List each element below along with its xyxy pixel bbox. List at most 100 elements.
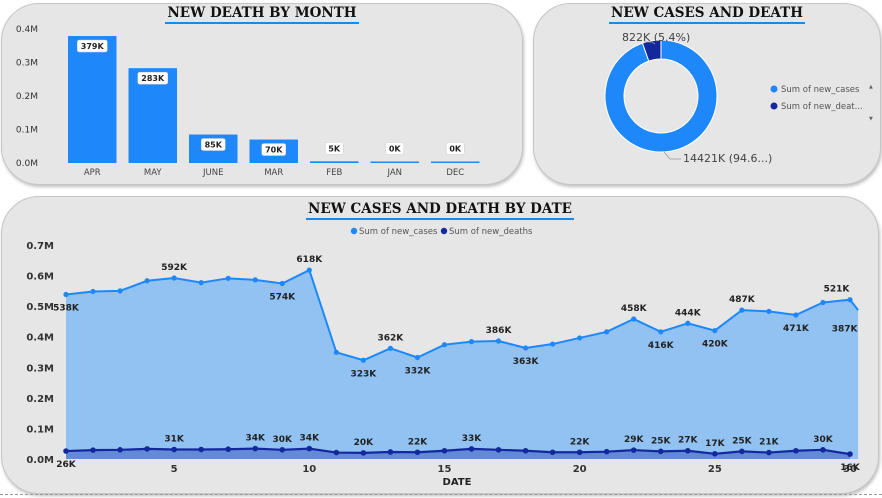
- point-new-cases[interactable]: [90, 288, 96, 295]
- point-new-deaths[interactable]: [387, 449, 394, 455]
- data-label: 379K: [81, 42, 105, 51]
- point-new-cases[interactable]: [117, 288, 123, 294]
- point-new-cases[interactable]: [712, 328, 718, 334]
- point-new-cases[interactable]: [63, 291, 69, 298]
- point-new-cases[interactable]: [685, 320, 691, 326]
- data-label-new-cases: 444K: [675, 308, 702, 318]
- point-new-deaths[interactable]: [603, 448, 610, 455]
- point-new-cases[interactable]: [793, 312, 799, 318]
- y-tick-label: 0.3M: [26, 363, 54, 374]
- point-new-deaths[interactable]: [360, 450, 367, 456]
- bar-dec[interactable]: [431, 161, 480, 164]
- point-new-deaths[interactable]: [468, 446, 475, 452]
- line-new-deaths: [65, 447, 851, 456]
- y-tick-label: 0.7M: [26, 241, 54, 252]
- point-new-cases[interactable]: [306, 267, 312, 273]
- area-chart[interactable]: Sum of new_cases Sum of new_deaths 0.0M 0.1…: [2, 197, 878, 493]
- point-new-deaths[interactable]: [657, 448, 664, 455]
- point-new-deaths[interactable]: [820, 447, 826, 453]
- data-label-box: [385, 142, 404, 155]
- data-label-new-deaths: 25K: [732, 436, 753, 446]
- donut-chart[interactable]: 822K (5.4%) 14421K (94.6...) Sum of new_ca…: [534, 4, 880, 184]
- point-new-deaths[interactable]: [63, 448, 69, 454]
- bar-jan[interactable]: [370, 161, 420, 164]
- data-label-new-deaths: 17K: [705, 439, 726, 449]
- point-new-cases[interactable]: [360, 357, 366, 363]
- bar-chart[interactable]: 0.0M 0.1M 0.2M 0.3M 0.4M 379K APR 283K MAY 85K JUN…: [2, 4, 522, 184]
- point-new-deaths[interactable]: [495, 447, 502, 453]
- data-label-new-cases: 362K: [378, 333, 405, 343]
- point-new-deaths[interactable]: [144, 446, 150, 452]
- donut-slice-new-cases[interactable]: [604, 39, 718, 153]
- point-new-cases[interactable]: [252, 277, 258, 283]
- point-new-deaths[interactable]: [630, 447, 637, 453]
- x-tick-label: 15: [438, 464, 452, 475]
- point-new-cases[interactable]: [522, 345, 529, 351]
- point-new-cases[interactable]: [441, 342, 448, 348]
- point-new-cases[interactable]: [604, 329, 610, 335]
- point-new-cases[interactable]: [766, 308, 772, 314]
- point-new-deaths[interactable]: [766, 449, 772, 456]
- data-label-new-cases: 487K: [729, 295, 756, 305]
- data-label: 0K: [449, 145, 462, 154]
- point-new-deaths[interactable]: [279, 447, 286, 453]
- x-tick-label: JUNE: [202, 168, 223, 178]
- data-label-new-cases: 538K: [53, 304, 80, 314]
- bar-apr[interactable]: [68, 36, 117, 163]
- point-new-cases[interactable]: [847, 297, 853, 303]
- data-label-new-deaths: 22K: [570, 437, 591, 447]
- point-new-deaths[interactable]: [684, 447, 691, 454]
- point-new-deaths[interactable]: [171, 446, 177, 453]
- point-new-cases[interactable]: [198, 280, 204, 286]
- point-new-cases[interactable]: [820, 299, 826, 306]
- point-new-deaths[interactable]: [333, 449, 340, 456]
- point-new-deaths[interactable]: [225, 446, 232, 453]
- point-new-deaths[interactable]: [441, 447, 448, 454]
- legend-entry[interactable]: Sum of new_cases: [359, 227, 438, 237]
- point-new-deaths[interactable]: [117, 447, 123, 453]
- data-label-new-cases: 592K: [161, 263, 188, 273]
- data-label-new-deaths: 30K: [813, 435, 834, 445]
- data-label-new-deaths: 16K: [840, 463, 861, 473]
- x-tick-label: 10: [302, 464, 316, 475]
- point-new-deaths[interactable]: [549, 449, 556, 456]
- point-new-cases[interactable]: [468, 339, 475, 345]
- point-new-deaths[interactable]: [739, 448, 745, 455]
- y-tick-label: 0.6M: [26, 272, 54, 283]
- new-death-by-month-panel: NEW DEATH BY MONTH 0.0M 0.1M 0.2M 0.3M 0.4M 3…: [1, 3, 523, 185]
- point-new-deaths[interactable]: [414, 449, 421, 456]
- point-new-cases[interactable]: [387, 345, 394, 351]
- point-new-deaths[interactable]: [847, 451, 853, 457]
- x-tick-label: 5: [171, 464, 178, 475]
- point-new-deaths[interactable]: [306, 445, 313, 452]
- point-new-deaths[interactable]: [198, 446, 204, 453]
- point-new-deaths[interactable]: [252, 445, 259, 452]
- bar-feb[interactable]: [310, 161, 359, 163]
- point-new-deaths[interactable]: [793, 447, 799, 454]
- legend-entry[interactable]: Sum of new_deaths: [449, 227, 533, 237]
- area-chart-title: NEW CASES AND DEATH BY DATE: [306, 201, 574, 220]
- point-new-cases[interactable]: [495, 338, 502, 344]
- point-new-deaths[interactable]: [90, 447, 96, 453]
- point-new-cases[interactable]: [171, 275, 177, 281]
- point-new-cases[interactable]: [414, 354, 421, 361]
- point-new-cases[interactable]: [739, 307, 745, 313]
- legend-marker: [770, 102, 778, 110]
- point-new-deaths[interactable]: [576, 449, 583, 456]
- legend-entry[interactable]: Sum of new_cases: [781, 85, 860, 95]
- point-new-cases[interactable]: [279, 280, 285, 287]
- point-new-cases[interactable]: [631, 316, 637, 322]
- point-new-cases[interactable]: [550, 341, 556, 347]
- data-label-new-deaths: 29K: [624, 435, 645, 445]
- point-new-cases[interactable]: [333, 349, 339, 355]
- data-label: 70K: [265, 146, 283, 155]
- legend-entry[interactable]: Sum of new_deat...: [781, 102, 863, 112]
- point-new-cases[interactable]: [225, 275, 231, 281]
- point-new-cases[interactable]: [144, 278, 150, 284]
- point-new-deaths[interactable]: [712, 451, 718, 457]
- point-new-cases[interactable]: [577, 335, 583, 341]
- point-new-deaths[interactable]: [522, 447, 529, 454]
- data-label: 85K: [205, 141, 223, 150]
- data-label-box: [446, 142, 465, 155]
- point-new-cases[interactable]: [658, 329, 664, 335]
